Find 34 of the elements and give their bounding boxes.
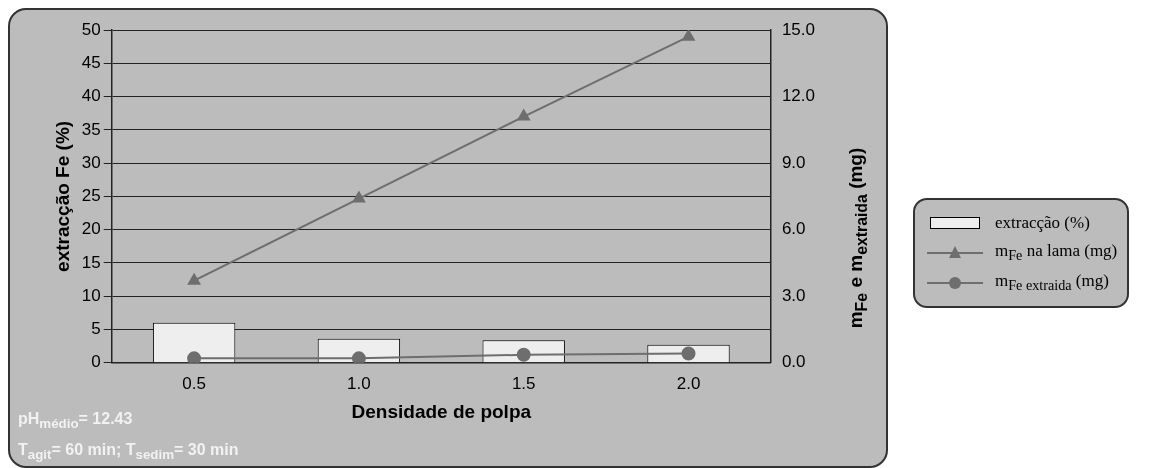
y2-tick-label: 12.0: [781, 86, 816, 106]
legend-label: extracção (%): [995, 213, 1090, 233]
y2-tick-label: 6.0: [781, 219, 806, 239]
y2-tick-label: 15.0: [781, 19, 816, 39]
legend-label: m$_{Fe}$ na lama (mg): [995, 241, 1118, 265]
x-axis-title: Densidade de polpa: [351, 400, 532, 422]
legend-label: m$_{Fe extraida}$ (mg): [995, 271, 1109, 295]
point: [187, 351, 202, 363]
point: [187, 273, 201, 285]
y-tick-label: 50: [81, 19, 101, 39]
y-tick-label: 0: [91, 352, 101, 372]
y-tick-label: 40: [81, 86, 101, 106]
y-tick-label: 10: [81, 285, 101, 305]
point: [516, 347, 531, 362]
point: [352, 191, 366, 203]
y-tick-label: 45: [81, 52, 101, 72]
point: [682, 30, 695, 41]
y-tick-label: 35: [81, 119, 101, 139]
x-tick-label: 1.5: [511, 373, 536, 393]
y2-tick-label: 9.0: [781, 152, 806, 172]
y-tick-label: 5: [91, 319, 101, 339]
y2-tick-label: 3.0: [781, 285, 806, 305]
x-tick-label: 1.0: [347, 373, 371, 393]
y-tick-label: 30: [81, 152, 101, 172]
point: [681, 346, 696, 361]
y-tick-label: 20: [81, 219, 101, 239]
y-tick-label: 15: [81, 252, 101, 272]
point: [351, 351, 366, 363]
y2-tick-label: 0.0: [781, 352, 806, 372]
y-axis-title: extracção Fe (%): [51, 120, 73, 272]
x-tick-label: 2.0: [676, 373, 701, 393]
x-tick-label: 0.5: [182, 373, 206, 393]
y-tick-label: 25: [81, 186, 101, 206]
point: [517, 109, 530, 121]
